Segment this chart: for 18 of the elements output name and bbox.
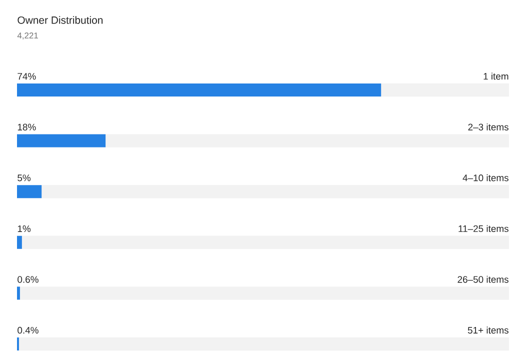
- y-tick-label: 11–25 items: [458, 225, 508, 232]
- data-label: 74%: [18, 73, 36, 80]
- y-tick-label: 2–3 items: [468, 123, 508, 130]
- data-label: 1%: [18, 225, 31, 232]
- y-tick-label: 4–10 items: [462, 174, 508, 182]
- bar: [17, 236, 22, 249]
- chart-title: Owner Distribution: [18, 16, 103, 24]
- y-tick-label: 26–50 items: [458, 276, 508, 283]
- data-label: 5%: [18, 174, 31, 182]
- bar: [17, 134, 106, 148]
- data-label: 0.4%: [18, 326, 38, 334]
- y-tick-label: 1 item: [484, 72, 508, 80]
- bar: [17, 185, 42, 198]
- y-tick-label: 51+ items: [468, 326, 508, 334]
- chart-subtitle: 4,221: [17, 32, 38, 40]
- data-label: 0.6%: [18, 276, 38, 283]
- bar: [17, 286, 20, 300]
- data-label: 18%: [18, 124, 36, 130]
